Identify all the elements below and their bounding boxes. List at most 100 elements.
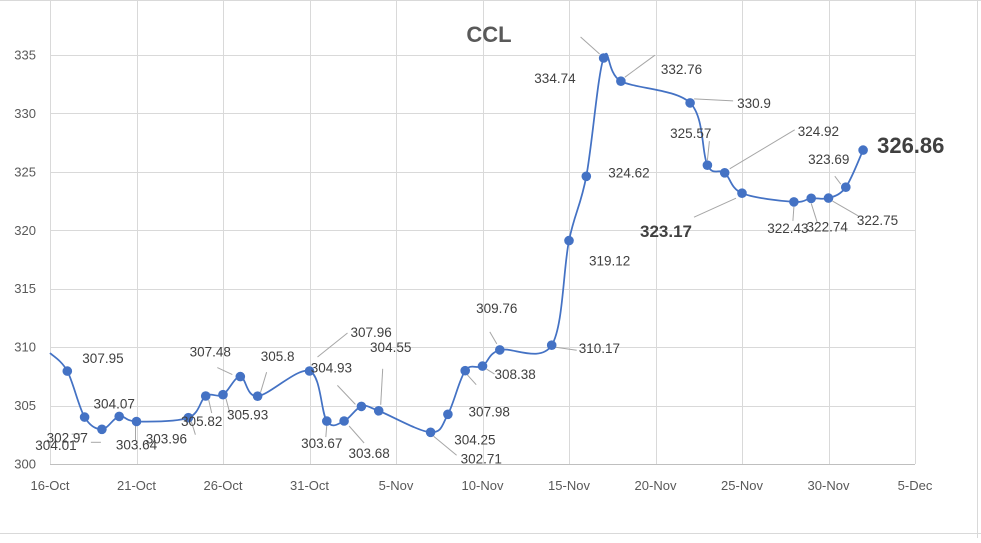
data-label: 309.76 [476,301,517,316]
data-point [304,366,315,376]
axes: 300 305 310 315 320 325 330 335 16-Oct 21-Oct 26-O… [14,48,933,494]
label-leader-line [317,332,348,358]
data-label: 302.71 [461,451,502,466]
label-leader-line [624,54,656,78]
label-leader-line [693,197,737,218]
data-label: 330.9 [737,96,771,111]
data-label: 307.48 [190,345,231,360]
data-label: 305.82 [181,414,222,429]
label-leader-line [466,374,477,386]
data-label: 310.17 [579,341,620,356]
data-point [97,424,107,435]
label-leader-line [217,367,233,376]
data-point [235,371,246,382]
data-label: 307.96 [351,325,392,340]
data-label: 303.64 [116,438,158,453]
x-tick-label: 5-Dec [898,478,933,493]
label-leader-line [729,129,795,170]
data-label: 332.76 [661,62,702,77]
data-label: 304.07 [94,396,135,411]
y-tick-label: 320 [14,223,36,238]
data-point [62,366,73,376]
data-label: 322.75 [857,213,898,228]
data-point [564,235,574,246]
data-point [737,188,747,198]
data-label: 305.8 [261,349,295,364]
label-leader-line [832,200,859,217]
data-point [789,197,799,207]
label-leader-line [325,425,328,438]
data-label: 302.97 [47,430,88,445]
data-point [79,412,90,422]
y-tick-label: 330 [14,106,36,121]
x-tick-label: 30-Nov [808,478,850,493]
data-point [218,389,228,400]
y-tick-label: 310 [14,340,36,355]
data-point [443,409,453,420]
label-leader-line [260,372,268,393]
data-point [339,416,349,426]
label-leader-line [337,385,356,405]
data-label: 323.69 [808,152,849,167]
data-label: 334.74 [534,71,576,86]
data-label: 304.25 [454,432,495,447]
label-leader-line [694,98,734,102]
x-tick-label: 21-Oct [117,478,156,493]
data-point [114,411,124,422]
data-point [581,171,592,182]
data-label: 325.57 [670,126,711,141]
data-point [495,345,505,355]
y-tick-label: 325 [14,164,36,179]
x-tick-label: 31-Oct [290,478,329,493]
data-label: 324.62 [608,165,649,180]
label-leader-line [486,368,495,375]
label-leader-line [380,368,384,405]
label-leader-line [792,206,795,221]
data-label: 307.95 [82,351,123,366]
data-label: 322.74 [807,219,849,234]
data-point [252,391,263,402]
label-leader-line [834,175,842,185]
data-point [719,168,730,178]
data-label: 326.86 [877,133,944,158]
data-point [598,53,609,63]
label-leader-line [348,425,365,444]
data-label: 304.55 [370,340,411,355]
data-label: 304.01 [35,438,76,453]
data-point [200,391,211,401]
y-tick-label: 315 [14,281,36,296]
data-point [823,193,834,203]
data-label: 319.12 [589,254,630,269]
label-leader-line [489,331,498,345]
data-label: 303.96 [146,432,187,447]
data-label: 305.93 [227,408,268,423]
data-point [858,145,868,155]
chart-title: CCL [466,22,511,47]
y-tick-label: 300 [14,457,36,472]
data-point [356,401,367,412]
data-points [62,53,868,438]
x-tick-label: 5-Nov [379,478,414,493]
data-point [546,340,557,351]
x-tick-label: 16-Oct [30,478,69,493]
data-point [131,416,142,427]
label-leader-line [580,36,600,55]
y-tick-label: 335 [14,48,36,63]
label-leader-line [208,399,213,414]
data-label: 322.43 [767,221,808,236]
y-tick-label: 305 [14,398,36,413]
label-leader-line [810,203,818,223]
x-tick-label: 10-Nov [462,478,504,493]
x-tick-label: 26-Oct [203,478,242,493]
x-tick-label: 20-Nov [635,478,677,493]
data-point [685,98,695,108]
leader-lines [71,36,859,456]
data-label: 324.92 [798,124,839,139]
label-leader-line [706,141,710,161]
x-tick-label: 25-Nov [721,478,763,493]
data-point [616,76,626,86]
